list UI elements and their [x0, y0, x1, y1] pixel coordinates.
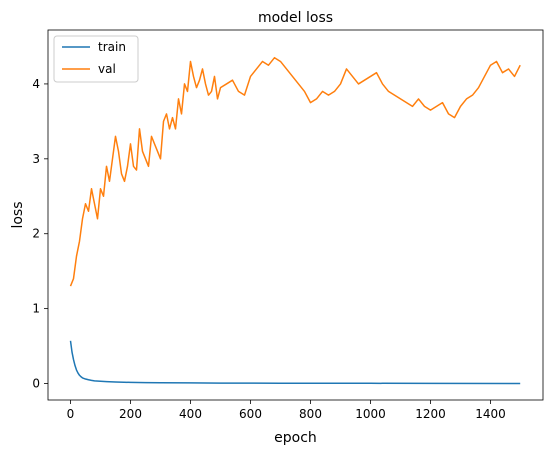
- y-tick-label: 0: [32, 377, 40, 391]
- plot-background: [48, 30, 543, 400]
- x-axis-label: epoch: [274, 430, 317, 446]
- series-layer: [69, 56, 521, 385]
- chart-title: model loss: [258, 10, 333, 26]
- x-tick-label: 0: [67, 407, 75, 421]
- y-tick-label: 2: [32, 227, 40, 241]
- x-ticks: 0 200 400 600 800 1000 1200 1400: [67, 400, 506, 421]
- y-axis-label: loss: [10, 201, 26, 228]
- plot-frame: [47, 29, 544, 401]
- x-tick-label: 400: [179, 407, 202, 421]
- legend-train-label: train: [98, 40, 126, 54]
- x-tick-label: 1200: [415, 407, 446, 421]
- y-ticks: 0 1 2 3 4: [32, 77, 48, 391]
- x-tick-label: 200: [119, 407, 142, 421]
- legend-val-label: val: [98, 62, 116, 76]
- y-tick-label: 3: [32, 152, 40, 166]
- x-tick-label: 1400: [475, 407, 506, 421]
- x-tick-label: 1000: [355, 407, 386, 421]
- legend: train val: [53, 35, 139, 83]
- y-tick-label: 1: [32, 302, 40, 316]
- x-tick-label: 800: [299, 407, 322, 421]
- series-line-train: [69, 340, 521, 385]
- x-tick-label: 600: [239, 407, 262, 421]
- series-line-val: [69, 56, 521, 287]
- y-tick-label: 4: [32, 77, 40, 91]
